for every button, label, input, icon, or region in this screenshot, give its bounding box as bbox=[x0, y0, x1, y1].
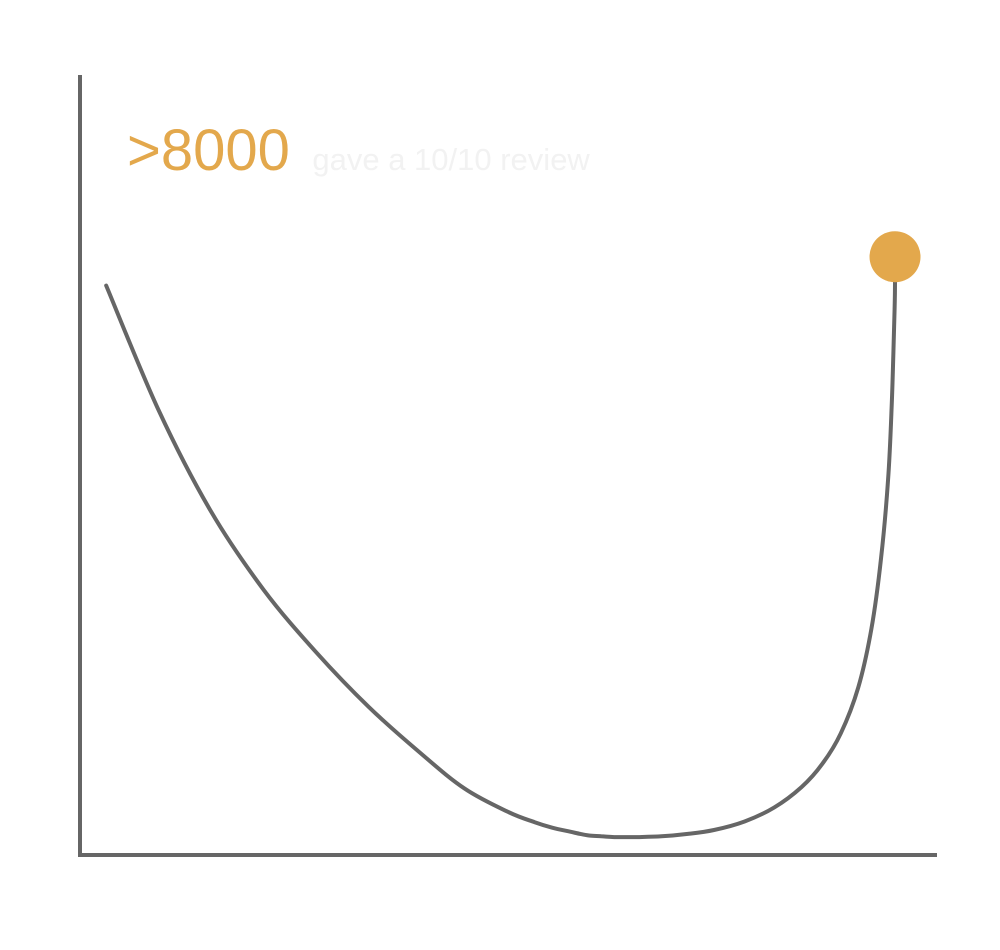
highlight-point bbox=[869, 231, 921, 283]
highlight-callout: >8000 gave a 10/10 review bbox=[127, 118, 590, 183]
axes bbox=[78, 75, 937, 857]
highlight-marker-group bbox=[869, 231, 921, 283]
series-line-group bbox=[104, 279, 897, 840]
highlight-value-label: >8000 bbox=[127, 118, 290, 183]
highlight-description: gave a 10/10 review bbox=[312, 142, 590, 177]
series-line bbox=[104, 279, 897, 840]
